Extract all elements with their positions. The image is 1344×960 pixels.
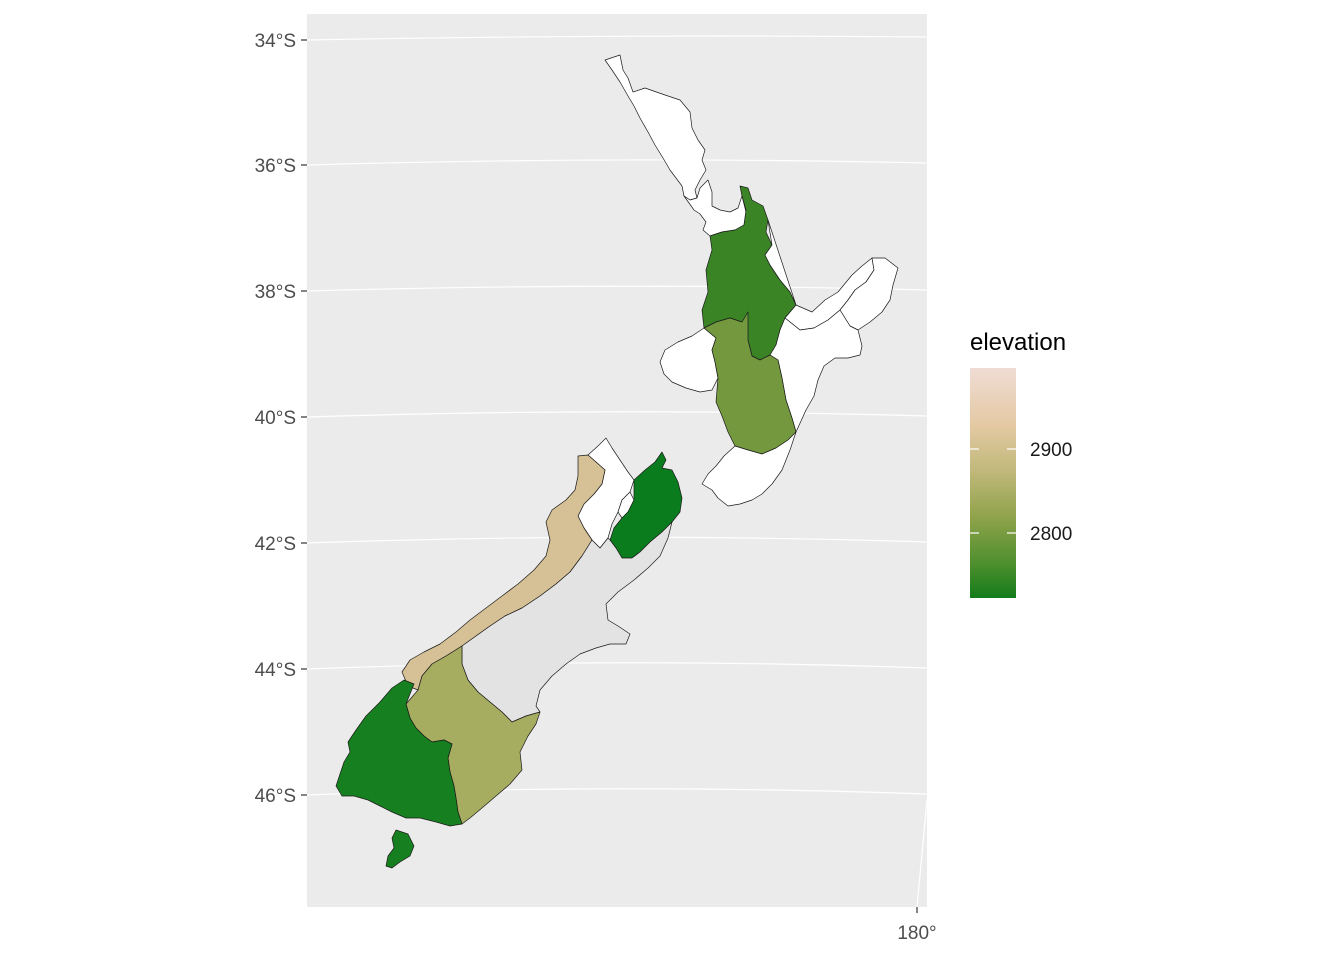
region-wellington [701, 431, 797, 507]
graticule [306, 35, 928, 908]
y-tick-label: 42°S [255, 534, 296, 555]
graticule-36s [306, 159, 928, 166]
region-southland [335, 679, 463, 827]
region-canterbury [461, 521, 673, 723]
region-northland [604, 54, 707, 201]
graticule-180 [916, 799, 928, 908]
legend-title: elevation [970, 329, 1066, 356]
graticule-34s [306, 35, 928, 41]
x-tick-label: 180° [897, 923, 936, 944]
legend: elevation 2900 2800 [970, 329, 1072, 598]
region-southland-stewart-island [385, 829, 415, 869]
y-tick-label: 40°S [255, 408, 296, 429]
y-tick-label: 46°S [255, 786, 296, 807]
legend-label: 2800 [1030, 524, 1072, 545]
graticule-40s [306, 411, 928, 418]
y-axis [301, 39, 307, 796]
graticule-44s [306, 662, 928, 670]
y-tick-label: 36°S [255, 156, 296, 177]
y-tick-label: 34°S [255, 31, 296, 52]
legend-label: 2900 [1030, 440, 1072, 461]
y-tick-label: 44°S [255, 660, 296, 681]
regions [335, 54, 899, 869]
y-tick-label: 38°S [255, 282, 296, 303]
legend-colorbar [970, 368, 1016, 598]
graticule-38s [306, 285, 928, 292]
